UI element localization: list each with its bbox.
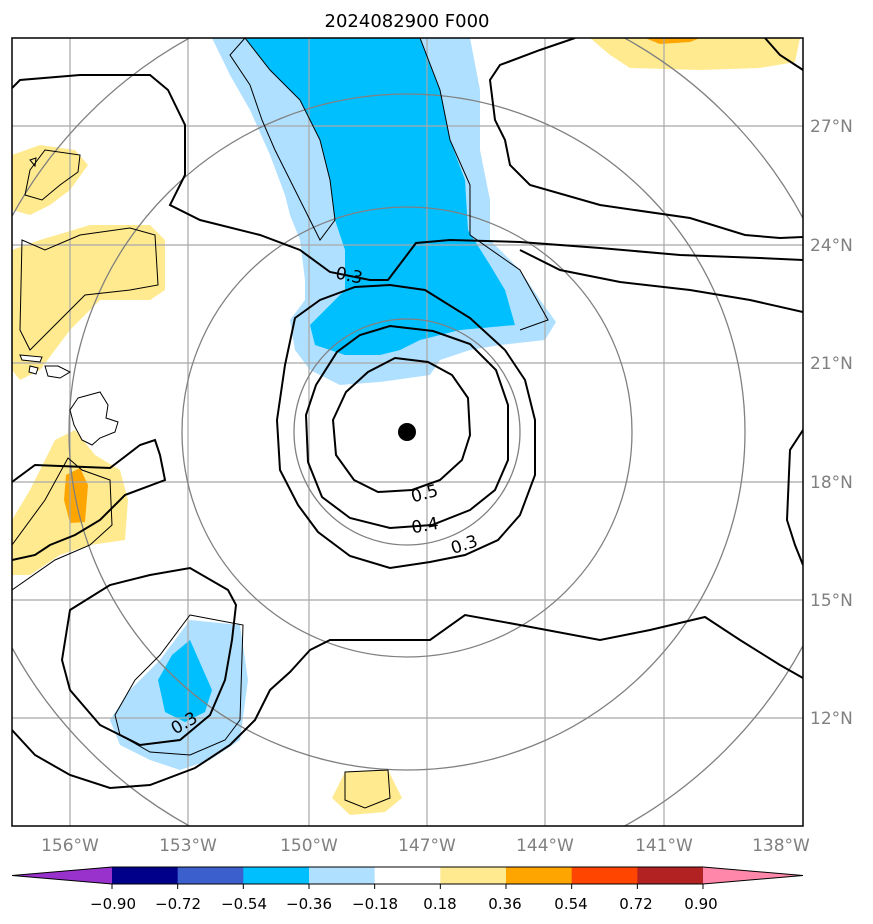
lat-label: 27°N (810, 117, 853, 137)
contour-west-island (12, 438, 167, 561)
graticule (12, 38, 803, 826)
island-hawaii (69, 391, 119, 446)
island-maui (44, 365, 72, 379)
lat-label: 21°N (810, 354, 853, 374)
colorbar-tick-label: −0.72 (155, 895, 201, 913)
colorbar: −0.90 −0.72 −0.54 −0.36 −0.18 0.18 0.36 … (11, 866, 804, 913)
lat-label: 12°N (810, 709, 853, 729)
colorbar-segment (374, 867, 441, 884)
colorbar-tick-label: 0.54 (554, 895, 587, 913)
lon-label: 150°W (280, 836, 338, 856)
lat-label: 24°N (810, 236, 853, 256)
lon-label: 153°W (159, 836, 217, 856)
orange-area-northeast (645, 38, 700, 44)
colorbar-segment (112, 867, 179, 884)
shading-layer (12, 38, 800, 815)
contour-0.5 (331, 356, 472, 494)
lon-label: 144°W (516, 836, 574, 856)
colorbar-segment (571, 867, 638, 884)
contour-label: 0.4 (410, 514, 440, 538)
southwest-blue-area (158, 640, 212, 722)
colorbar-segment (637, 867, 704, 884)
colorbar-segment (506, 867, 573, 884)
colorbar-tick-label: 0.36 (488, 895, 521, 913)
yellow-area-south (332, 770, 402, 815)
storm-center-marker (398, 423, 416, 441)
colorbar-segment (12, 867, 112, 884)
yellow-area-northwest (12, 145, 88, 215)
contour-southwest-low (60, 566, 238, 747)
contour-0.3-center (275, 283, 536, 570)
lon-label: 147°W (398, 836, 456, 856)
yellow-area-west (12, 225, 165, 380)
contour-0.3-north (12, 74, 803, 281)
contour-label: 0.5 (409, 481, 440, 507)
longitude-labels: 156°W 153°W 150°W 147°W 144°W 141°W 138°… (41, 836, 810, 856)
colorbar-tick-label: 0.18 (423, 895, 456, 913)
contour-east-edge (785, 429, 803, 566)
colorbar-tick-label: −0.18 (352, 895, 398, 913)
range-rings (12, 38, 803, 826)
map-title: 2024082900 F000 (325, 11, 490, 32)
contour-ne-top (488, 38, 803, 240)
colorbar-segment (309, 867, 376, 884)
colorbar-tick-label: −0.36 (286, 895, 332, 913)
latitude-labels: 27°N 24°N 21°N 18°N 15°N 12°N (810, 117, 853, 729)
lat-label: 18°N (810, 473, 853, 493)
lat-label: 15°N (810, 591, 853, 611)
contour-0.3-northeast (519, 249, 803, 313)
island-molokai (19, 354, 43, 363)
lon-label: 156°W (41, 836, 99, 856)
colorbar-tick-label: −0.90 (90, 895, 136, 913)
island-small (28, 365, 39, 375)
colorbar-segment (243, 867, 310, 884)
contour-ne-corner (764, 38, 803, 71)
contour-0.3-south (12, 613, 803, 790)
contours (12, 38, 803, 790)
map-area: 0.3 0.5 0.4 0.3 0.3 (12, 38, 803, 826)
map-frame (11, 37, 804, 827)
lon-label: 141°W (635, 836, 693, 856)
yellow-area-northeast (590, 38, 800, 70)
colorbar-tick-label: −0.54 (221, 895, 267, 913)
lon-label: 138°W (752, 836, 810, 856)
contour-labels: 0.3 0.5 0.4 0.3 0.3 (168, 264, 481, 740)
trough-blue-area (245, 38, 515, 355)
coastlines (12, 38, 549, 809)
colorbar-segment (440, 867, 507, 884)
colorbar-tick-label: 0.72 (619, 895, 652, 913)
colorbar-segment (177, 867, 244, 884)
contour-0.4 (304, 324, 509, 530)
colorbar-segment (703, 867, 803, 884)
colorbar-tick-label: 0.90 (684, 895, 717, 913)
